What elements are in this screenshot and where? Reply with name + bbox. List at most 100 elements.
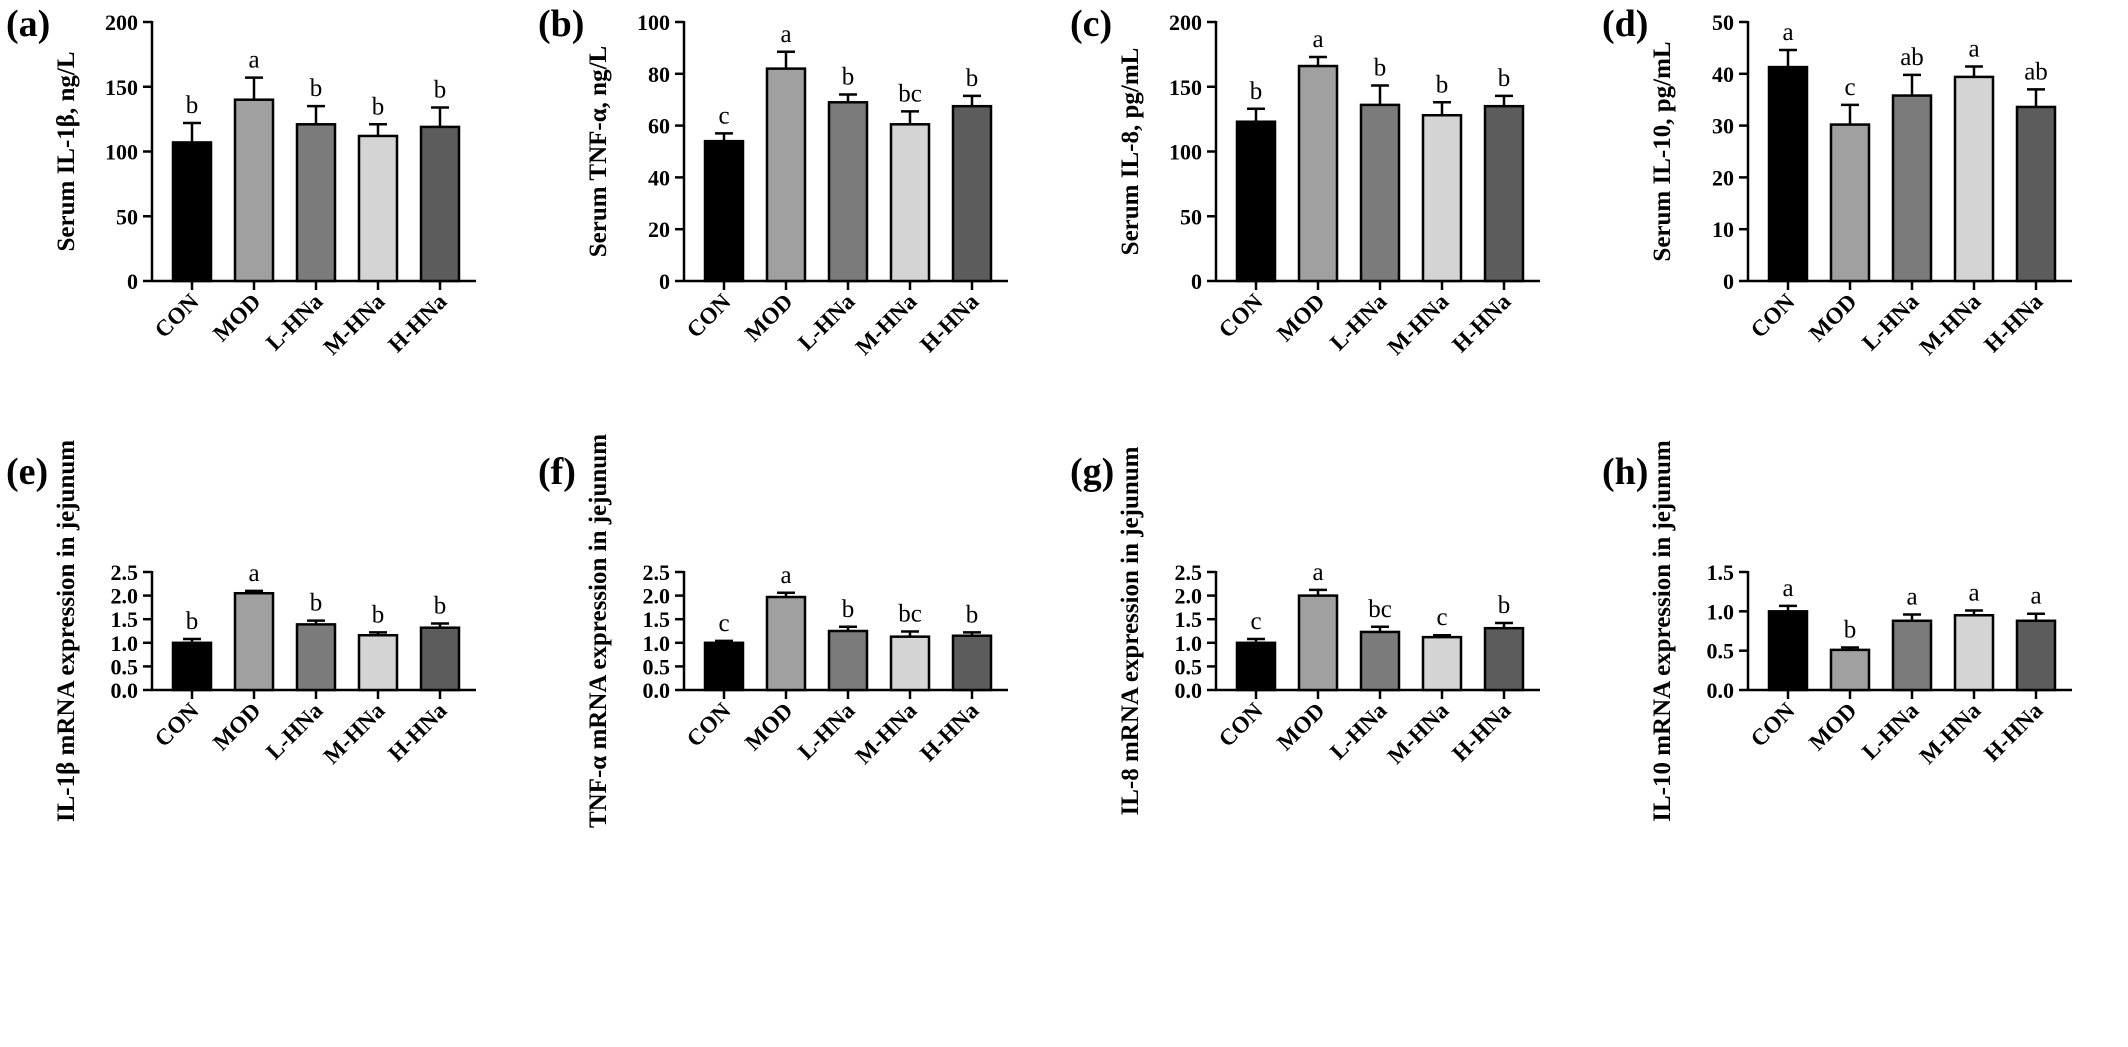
significance-letter: b	[434, 76, 447, 103]
significance-letter: b	[1250, 78, 1263, 105]
bar	[357, 134, 399, 283]
bar	[1829, 648, 1871, 692]
y-tick-label: 200	[105, 10, 138, 35]
significance-letter: b	[310, 590, 323, 617]
y-axis-label: IL-8 mRNA expression in jejunum	[1117, 446, 1144, 815]
y-tick-label: 50	[116, 204, 138, 229]
y-tick-label: 20	[1712, 165, 1734, 190]
y-tick-label: 0.5	[1175, 654, 1203, 679]
y-tick-label: 1.5	[643, 607, 671, 632]
significance-letter: b	[310, 75, 323, 102]
bar	[1359, 630, 1401, 692]
bar	[357, 633, 399, 692]
x-tick-label: H-HNa	[383, 289, 452, 358]
x-tick-label: CON	[150, 698, 204, 752]
x-tick-label: MOD	[1272, 289, 1329, 346]
x-tick-label: H-HNa	[383, 698, 452, 767]
significance-letter: bc	[898, 600, 922, 627]
panel-label: (e)	[6, 451, 48, 493]
x-tick-label: L-HNa	[793, 698, 860, 765]
significance-letter: b	[1436, 71, 1449, 98]
y-tick-label: 60	[648, 114, 670, 139]
y-tick-label: 200	[1169, 10, 1202, 35]
x-tick-label: H-HNa	[915, 698, 984, 767]
significance-letter: ab	[2024, 58, 2048, 85]
significance-letter: c	[1250, 608, 1261, 635]
significance-letter: c	[1436, 604, 1447, 631]
y-tick-label: 0	[1191, 269, 1202, 294]
y-tick-label: 10	[1712, 217, 1734, 242]
significance-letter: b	[966, 65, 979, 92]
y-tick-label: 2.0	[111, 584, 139, 609]
x-tick-label: L-HNa	[261, 289, 328, 356]
significance-letter: a	[248, 47, 259, 74]
y-tick-label: 80	[648, 62, 670, 87]
panel-label: (d)	[1602, 3, 1648, 45]
y-tick-label: 0.5	[643, 654, 671, 679]
y-tick-label: 100	[105, 140, 138, 165]
significance-letter: a	[1968, 36, 1979, 63]
y-tick-label: 0	[1723, 269, 1734, 294]
chart-panel-2: (b)Serum TNF-α, ng/L 0 20 40 60 80 100 c CON a MOD…	[538, 3, 1008, 360]
significance-letter: b	[186, 92, 199, 119]
significance-letter: a	[780, 21, 791, 48]
y-tick-label: 1.0	[1707, 599, 1735, 624]
bar	[1483, 626, 1525, 692]
chart-panel-4: (d)Serum IL-10, pg/mL 0 10 20 30 40 50 a CON c MOD…	[1602, 3, 2072, 360]
y-tick-label: 0.5	[1707, 639, 1735, 664]
x-tick-label: M-HNa	[319, 289, 390, 360]
bar	[889, 123, 931, 283]
significance-letter: a	[248, 560, 259, 587]
x-tick-label: CON	[682, 289, 736, 343]
bar	[1891, 619, 1933, 692]
x-tick-label: H-HNa	[1447, 289, 1516, 358]
y-tick-label: 0.0	[1707, 678, 1735, 703]
significance-letter: a	[1968, 580, 1979, 607]
significance-letter: b	[1498, 65, 1511, 92]
bar	[1953, 75, 1995, 283]
bar	[171, 141, 213, 283]
y-axis-label: Serum TNF-α, ng/L	[585, 46, 612, 257]
bar	[1767, 610, 1809, 692]
x-tick-label: M-HNa	[1383, 698, 1454, 769]
x-tick-label: L-HNa	[1857, 289, 1924, 356]
bar	[1235, 641, 1277, 692]
y-tick-label: 40	[1712, 62, 1734, 87]
y-tick-label: 50	[1180, 204, 1202, 229]
significance-letter: b	[1844, 617, 1857, 644]
y-tick-label: 2.5	[1175, 560, 1203, 585]
y-tick-label: 0	[127, 269, 138, 294]
y-axis-label: IL-10 mRNA expression in jejunum	[1649, 440, 1676, 822]
significance-letter: bc	[1368, 596, 1392, 623]
y-tick-label: 20	[648, 217, 670, 242]
panel-label: (h)	[1602, 451, 1648, 493]
y-tick-label: 1.0	[1175, 631, 1203, 656]
bar	[1297, 64, 1339, 283]
x-tick-label: H-HNa	[915, 289, 984, 358]
significance-letter: b	[372, 601, 385, 628]
significance-letter: c	[1844, 74, 1855, 101]
bar	[419, 626, 461, 692]
y-tick-label: 2.0	[643, 584, 671, 609]
y-tick-label: 0.0	[643, 678, 671, 703]
significance-letter: a	[1312, 26, 1323, 53]
bar	[1767, 65, 1809, 283]
y-tick-label: 2.0	[1175, 584, 1203, 609]
y-tick-label: 2.5	[111, 560, 139, 585]
x-tick-label: CON	[150, 289, 204, 343]
x-tick-label: MOD	[740, 289, 797, 346]
y-tick-label: 150	[105, 75, 138, 100]
significance-letter: a	[2030, 583, 2041, 610]
significance-letter: c	[718, 102, 729, 129]
bar	[951, 104, 993, 283]
bar	[951, 634, 993, 692]
panel-label: (a)	[6, 3, 50, 45]
significance-letter: b	[966, 601, 979, 628]
y-axis-label: Serum IL-1β, ng/L	[53, 52, 80, 252]
chart-panel-6: (f) TNF-α mRNA expression in jejunum 0.00.…	[538, 434, 1008, 828]
y-tick-label: 1.5	[1707, 560, 1735, 585]
significance-letter: bc	[898, 80, 922, 107]
significance-letter: a	[1312, 559, 1323, 586]
x-tick-label: M-HNa	[1915, 289, 1986, 360]
